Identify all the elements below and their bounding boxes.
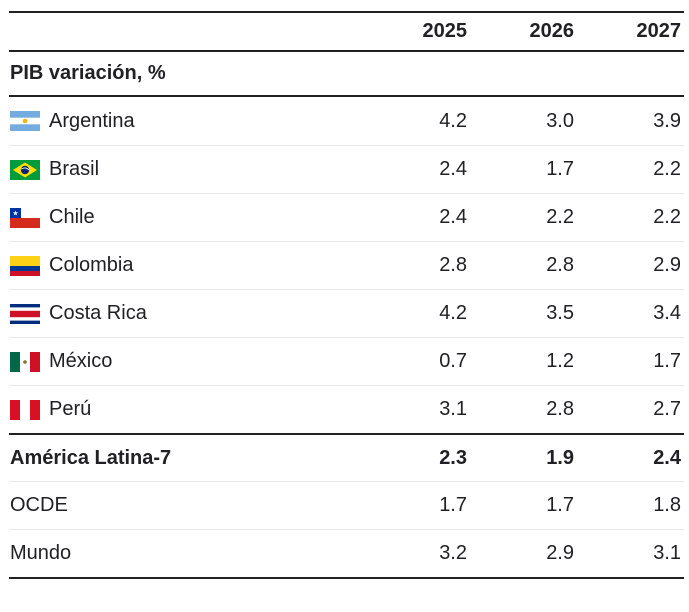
value-cell: 3.1 xyxy=(653,542,681,564)
mexico-flag-icon xyxy=(10,351,40,372)
value-cell: 4.2 xyxy=(439,109,467,132)
table-row: Chile 2.4 2.2 2.2 xyxy=(9,193,684,241)
value-cell: 1.7 xyxy=(653,350,681,372)
row-label-cell: Chile xyxy=(9,206,363,229)
section-header-row: PIB variación, % xyxy=(9,52,684,97)
row-label-cell: América Latina-7 xyxy=(9,447,363,470)
value-cell: 1.7 xyxy=(546,158,574,180)
chile-flag-icon xyxy=(10,207,40,228)
row-label: Mundo xyxy=(10,542,72,564)
value-cell: 3.2 xyxy=(439,542,467,564)
value-cell: 2.2 xyxy=(653,206,681,228)
row-label-cell: Argentina xyxy=(9,110,363,133)
row-label: Argentina xyxy=(49,109,135,132)
row-label-cell: Mundo xyxy=(9,542,363,565)
flag-slot xyxy=(10,351,49,372)
row-label-cell: Brasil xyxy=(9,158,363,181)
peru-flag-icon xyxy=(10,399,40,420)
table-row: América Latina-7 2.3 1.9 2.4 xyxy=(9,433,684,481)
value-cell: 2.7 xyxy=(653,398,681,420)
row-label: América Latina-7 xyxy=(10,446,172,469)
row-label-cell: México xyxy=(9,350,363,373)
argentina-flag-icon xyxy=(10,111,40,131)
year-column-header: 2027 xyxy=(636,20,682,42)
table-row: Costa Rica 4.2 3.5 3.4 xyxy=(9,289,684,337)
gdp-forecast-table: 2025 2026 2027 PIB variación, % Argentin… xyxy=(9,11,684,579)
value-cell: 2.9 xyxy=(653,254,681,276)
brasil-flag-icon xyxy=(10,159,40,180)
row-label: Chile xyxy=(49,206,95,228)
flag-slot xyxy=(10,207,49,228)
value-cell: 3.0 xyxy=(546,109,574,132)
value-cell: 1.7 xyxy=(546,494,574,516)
value-cell: 1.7 xyxy=(439,494,467,516)
row-label-cell: Perú xyxy=(9,398,363,421)
value-cell: 2.2 xyxy=(546,206,574,228)
table-row: Brasil 2.4 1.7 2.2 xyxy=(9,145,684,193)
value-cell: 2.9 xyxy=(546,542,574,564)
value-cell: 3.4 xyxy=(653,302,681,324)
table-row: Colombia 2.8 2.8 2.9 xyxy=(9,241,684,289)
table-row: Argentina 4.2 3.0 3.9 xyxy=(9,97,684,145)
value-cell: 2.4 xyxy=(439,206,467,228)
table-header-row: 2025 2026 2027 xyxy=(9,11,684,52)
value-cell: 2.8 xyxy=(546,254,574,276)
costa-rica-flag-icon xyxy=(10,303,40,324)
flag-slot xyxy=(10,159,49,180)
value-cell: 2.4 xyxy=(439,158,467,180)
table-row: Mundo 3.2 2.9 3.1 xyxy=(9,529,684,577)
row-label: Colombia xyxy=(49,254,134,276)
value-cell: 2.8 xyxy=(546,398,574,420)
year-column-header: 2026 xyxy=(529,20,575,42)
row-label: Perú xyxy=(49,398,92,420)
value-cell: 3.1 xyxy=(439,398,467,420)
value-cell: 2.8 xyxy=(439,254,467,276)
flag-slot xyxy=(10,255,49,276)
row-label: Brasil xyxy=(49,158,100,180)
table-row: México 0.7 1.2 1.7 xyxy=(9,337,684,385)
value-cell: 1.2 xyxy=(546,350,574,372)
flag-slot xyxy=(10,303,49,324)
value-cell: 0.7 xyxy=(439,350,467,372)
value-cell: 4.2 xyxy=(439,302,467,324)
year-column-header: 2025 xyxy=(422,20,468,42)
table-row: OCDE 1.7 1.7 1.8 xyxy=(9,481,684,529)
flag-slot xyxy=(10,111,49,131)
row-label-cell: OCDE xyxy=(9,494,363,517)
value-cell: 1.8 xyxy=(653,494,681,516)
section-title: PIB variación, % xyxy=(10,62,166,84)
row-label-cell: Colombia xyxy=(9,254,363,277)
table-body: Argentina 4.2 3.0 3.9 Brasil 2.4 1.7 2.2… xyxy=(9,97,684,577)
value-cell: 2.3 xyxy=(439,446,467,469)
row-label: OCDE xyxy=(10,494,68,516)
colombia-flag-icon xyxy=(10,255,40,276)
flag-slot xyxy=(10,399,49,420)
value-cell: 2.4 xyxy=(653,446,681,469)
value-cell: 2.2 xyxy=(653,158,681,180)
value-cell: 1.9 xyxy=(546,446,574,469)
row-label-cell: Costa Rica xyxy=(9,302,363,325)
value-cell: 3.5 xyxy=(546,302,574,324)
value-cell: 3.9 xyxy=(653,109,681,132)
row-label: México xyxy=(49,350,113,372)
row-label: Costa Rica xyxy=(49,302,147,324)
table-row: Perú 3.1 2.8 2.7 xyxy=(9,385,684,433)
